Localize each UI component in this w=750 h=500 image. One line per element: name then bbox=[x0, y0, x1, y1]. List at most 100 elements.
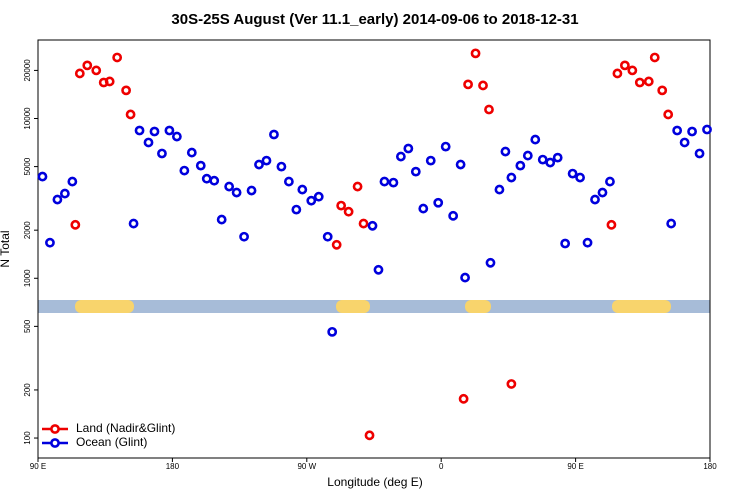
point bbox=[494, 184, 505, 195]
point bbox=[195, 160, 206, 171]
point bbox=[91, 65, 102, 76]
x-tick-label: 90 E bbox=[30, 462, 46, 471]
point bbox=[125, 109, 136, 120]
point bbox=[216, 214, 227, 225]
legend-marker bbox=[50, 438, 60, 448]
point bbox=[612, 68, 623, 79]
point bbox=[283, 176, 294, 187]
point bbox=[327, 326, 338, 337]
point bbox=[254, 159, 264, 170]
point bbox=[171, 131, 182, 142]
point bbox=[582, 237, 593, 248]
point bbox=[358, 218, 369, 229]
y-tick-label: 10000 bbox=[23, 107, 32, 130]
point bbox=[179, 165, 190, 176]
y-tick-label: 5000 bbox=[23, 157, 32, 175]
point bbox=[74, 68, 85, 79]
point bbox=[134, 125, 145, 136]
legend-label: Land (Nadir&Glint) bbox=[76, 421, 175, 435]
point bbox=[470, 48, 481, 59]
legend-marker bbox=[50, 424, 60, 434]
point bbox=[224, 181, 235, 192]
point bbox=[649, 52, 660, 63]
point bbox=[364, 430, 375, 441]
point bbox=[460, 272, 470, 283]
point bbox=[643, 76, 654, 87]
point bbox=[128, 218, 139, 229]
point bbox=[186, 147, 197, 158]
point bbox=[343, 206, 354, 217]
point bbox=[567, 168, 578, 179]
point bbox=[276, 161, 287, 172]
point bbox=[522, 150, 533, 161]
point bbox=[164, 125, 175, 136]
point bbox=[597, 187, 608, 198]
point bbox=[352, 181, 363, 192]
land-band bbox=[465, 300, 491, 313]
point bbox=[112, 52, 123, 63]
point bbox=[458, 393, 469, 404]
point bbox=[367, 220, 378, 231]
point bbox=[545, 157, 556, 168]
point bbox=[672, 125, 683, 136]
point bbox=[379, 176, 390, 187]
point bbox=[297, 184, 308, 195]
y-axis-label: N Total bbox=[0, 230, 12, 267]
plot-frame bbox=[37, 39, 711, 459]
x-tick-label: 180 bbox=[166, 462, 180, 471]
point bbox=[306, 195, 317, 206]
y-tick-label: 100 bbox=[23, 431, 32, 445]
surface-band bbox=[38, 300, 710, 313]
point bbox=[679, 137, 690, 148]
point bbox=[657, 85, 668, 96]
point bbox=[313, 191, 324, 202]
point bbox=[291, 204, 302, 215]
legend-label: Ocean (Glint) bbox=[76, 435, 147, 449]
point bbox=[45, 237, 55, 248]
point bbox=[149, 126, 160, 137]
y-tick-label: 2000 bbox=[23, 221, 32, 239]
point bbox=[239, 231, 249, 242]
land-band bbox=[336, 300, 370, 313]
point bbox=[37, 171, 48, 182]
point bbox=[373, 264, 384, 275]
point bbox=[687, 126, 697, 137]
point bbox=[231, 187, 242, 198]
y-tick-label: 1000 bbox=[23, 269, 32, 287]
point bbox=[52, 194, 63, 205]
point bbox=[82, 60, 93, 71]
chart-title: 30S-25S August (Ver 11.1_early) 2014-09-… bbox=[171, 11, 578, 28]
point bbox=[506, 379, 517, 389]
point bbox=[627, 65, 638, 76]
point bbox=[143, 137, 154, 148]
point bbox=[157, 148, 167, 159]
x-tick-label: 0 bbox=[439, 462, 444, 471]
point bbox=[500, 146, 511, 157]
point bbox=[663, 109, 674, 120]
y-tick-label: 20000 bbox=[23, 59, 32, 82]
ocean-band bbox=[38, 300, 710, 313]
point bbox=[448, 210, 459, 221]
point bbox=[322, 231, 333, 242]
point bbox=[388, 177, 399, 188]
point bbox=[455, 159, 466, 170]
point bbox=[59, 188, 70, 199]
y-tick-label: 500 bbox=[23, 319, 32, 333]
x-tick-label: 90 W bbox=[297, 462, 316, 471]
x-tick-label: 90 E bbox=[567, 462, 583, 471]
point bbox=[575, 172, 585, 183]
point bbox=[261, 155, 272, 166]
point bbox=[201, 173, 212, 184]
point bbox=[410, 166, 421, 177]
point bbox=[619, 60, 630, 71]
point bbox=[425, 155, 436, 166]
y-tick-label: 200 bbox=[23, 383, 32, 397]
point bbox=[506, 172, 517, 183]
land-band bbox=[75, 300, 134, 313]
point bbox=[440, 141, 451, 152]
point bbox=[484, 104, 494, 115]
point bbox=[403, 143, 414, 154]
point bbox=[605, 176, 615, 187]
point bbox=[537, 154, 548, 165]
